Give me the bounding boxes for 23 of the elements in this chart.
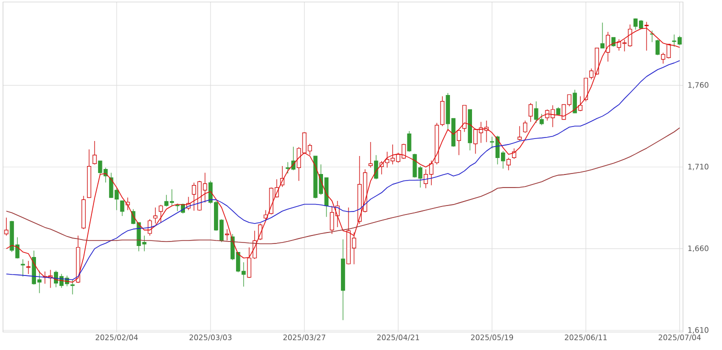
candlestick xyxy=(264,210,268,220)
candlestick xyxy=(153,207,158,224)
candlestick xyxy=(462,104,466,132)
candlestick xyxy=(523,120,528,134)
candlestick xyxy=(4,217,8,236)
candlestick xyxy=(225,228,230,241)
candlestick xyxy=(600,22,604,48)
candlestick xyxy=(92,140,97,165)
candlestick xyxy=(572,89,577,114)
candlestick xyxy=(120,200,124,216)
candlestick xyxy=(506,157,511,171)
candlestick xyxy=(656,39,660,56)
candlestick xyxy=(440,96,444,126)
candlestick xyxy=(368,142,373,168)
candlestick xyxy=(407,130,412,152)
candlestick xyxy=(20,259,25,277)
candlestick xyxy=(70,279,75,295)
candlestick xyxy=(578,96,582,112)
candlestick xyxy=(528,102,533,122)
candlestick xyxy=(374,154,378,180)
candlestick xyxy=(456,130,461,156)
candlestick xyxy=(158,204,163,223)
candlestick xyxy=(26,260,30,274)
